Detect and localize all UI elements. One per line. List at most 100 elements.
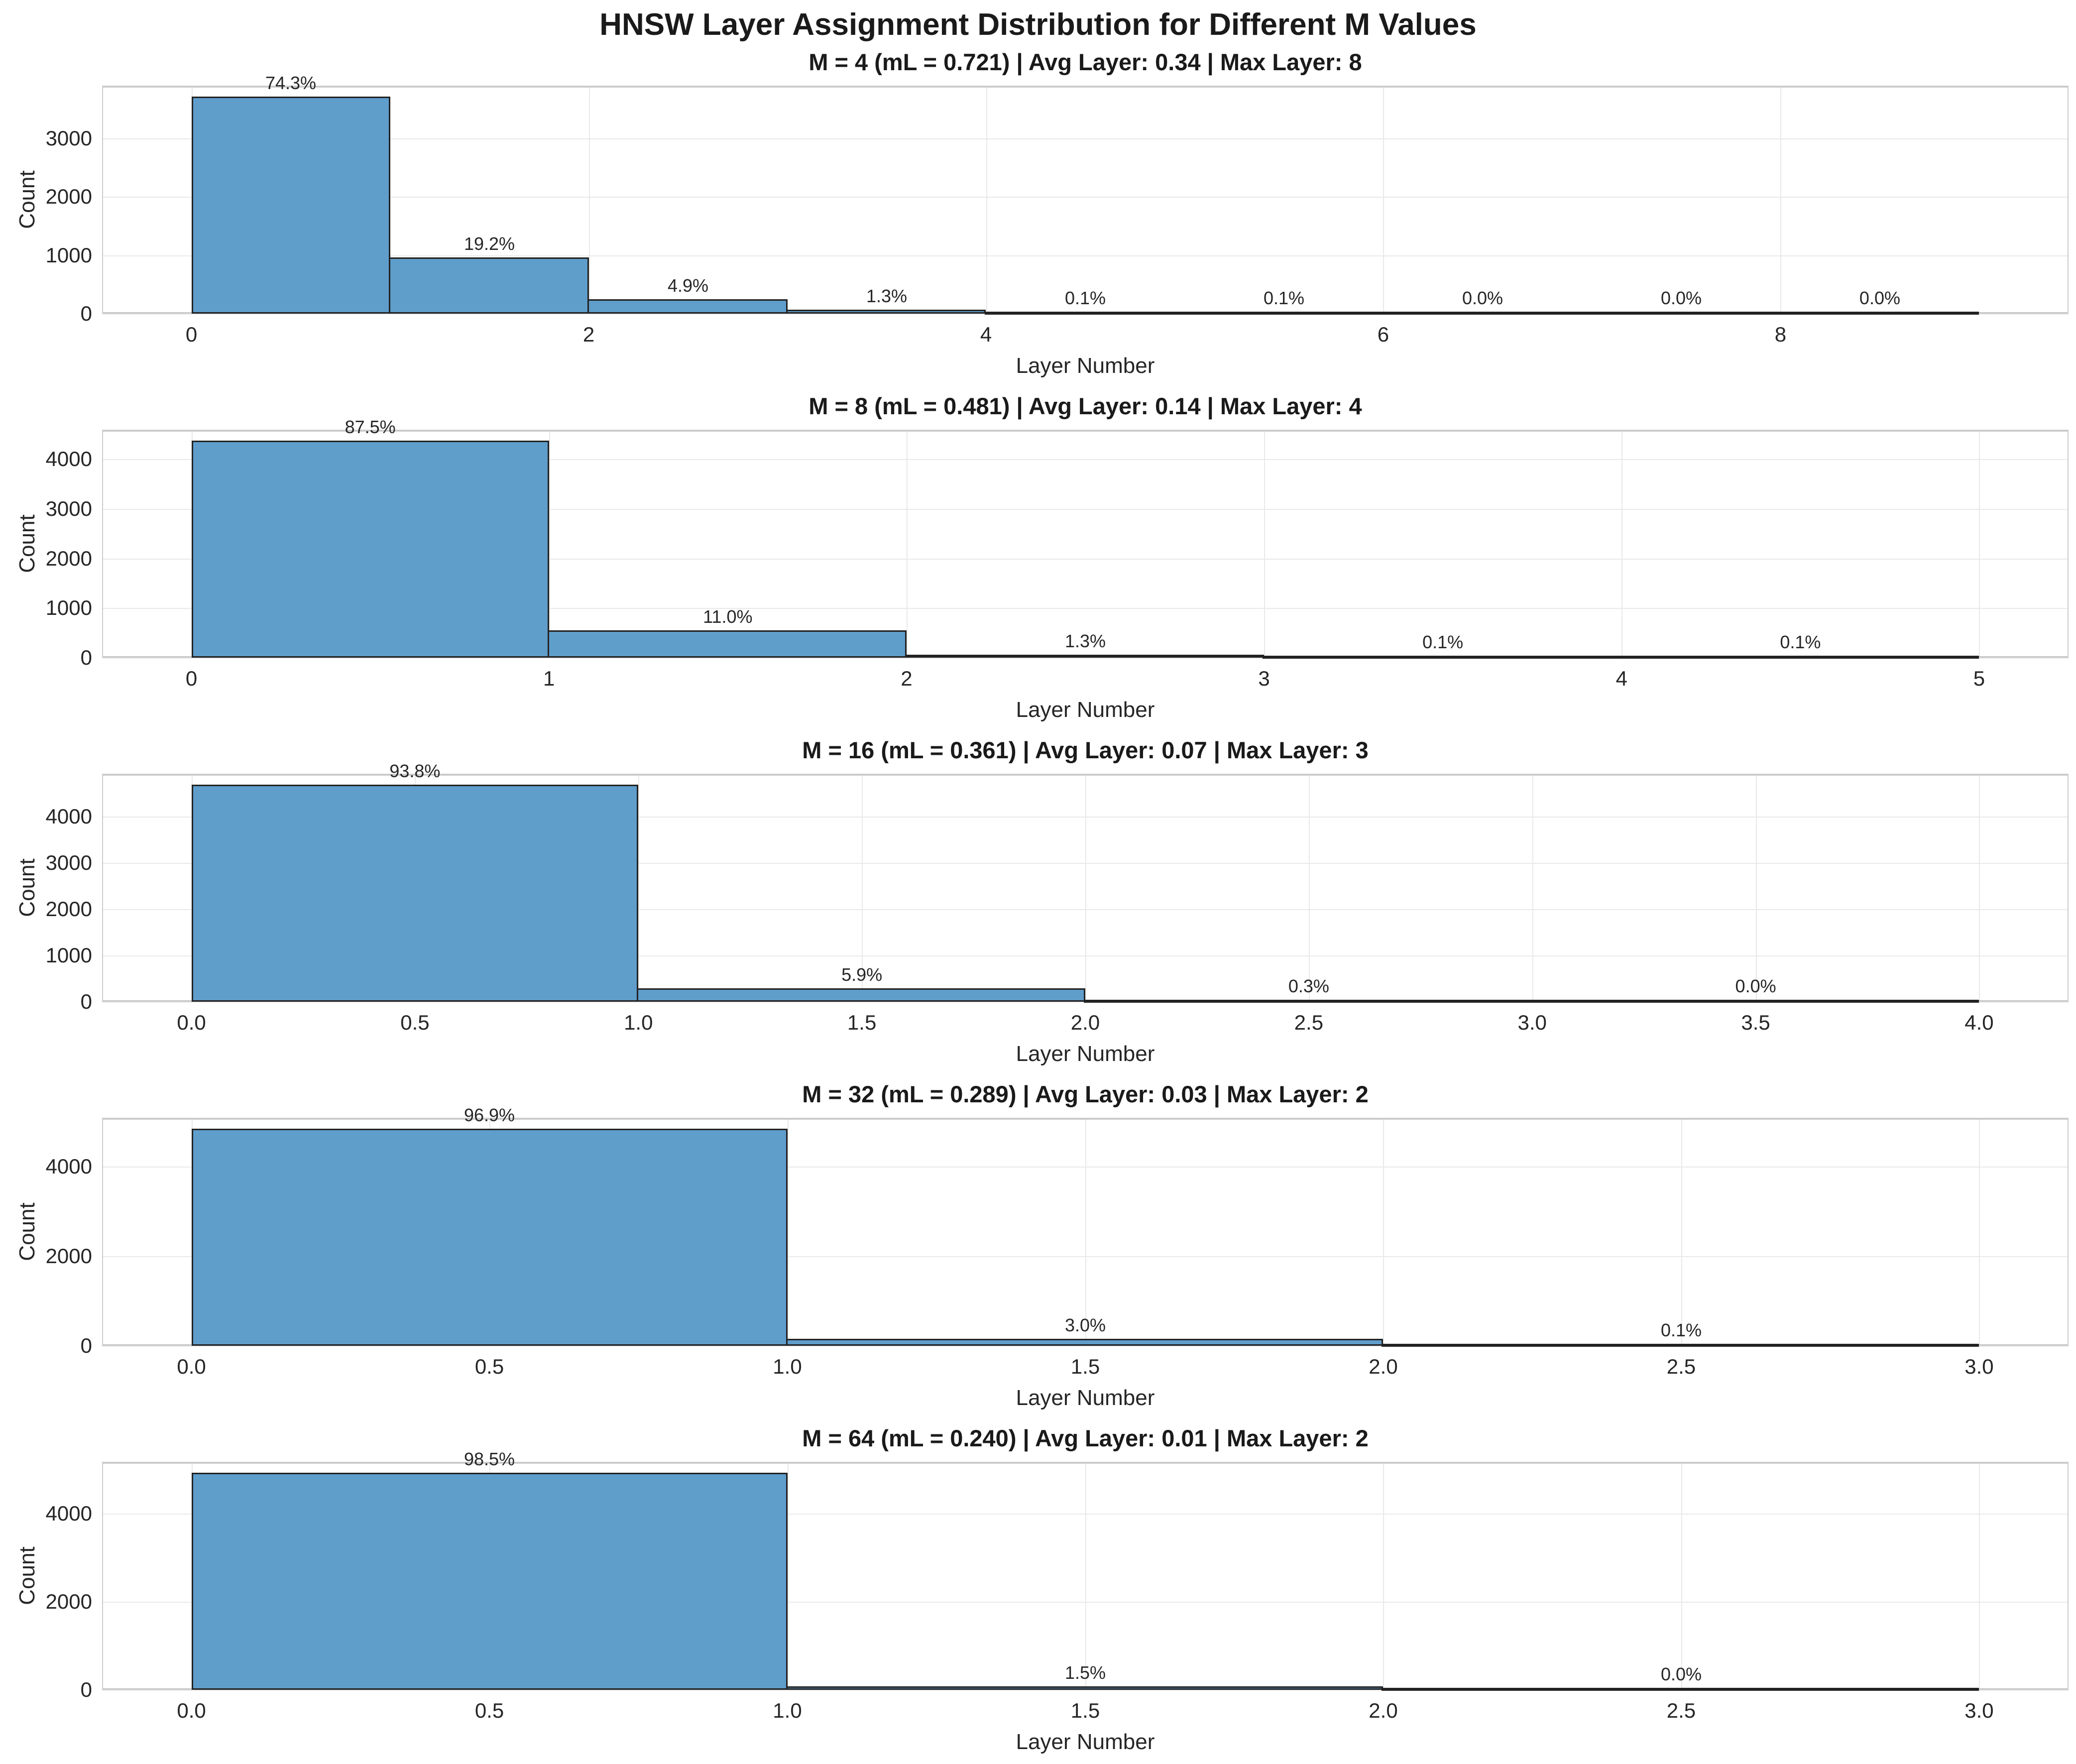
bar-percent-label: 0.1% (1064, 288, 1106, 308)
histogram-bar (1779, 312, 1979, 315)
x-tick-label: 1.0 (773, 1699, 802, 1722)
subplot-title: M = 8 (mL = 0.481) | Avg Layer: 0.14 | M… (808, 393, 1362, 419)
gridline-vertical (1979, 1462, 1980, 1690)
y-tick-label: 1000 (45, 596, 92, 620)
bar-percent-label: 0.3% (1288, 976, 1329, 996)
histogram-bar (1620, 656, 1979, 659)
gridline-vertical (1979, 774, 1980, 1002)
x-tick-label: 2.5 (1666, 1355, 1696, 1378)
histogram-bar (1263, 656, 1622, 659)
axis-spine-left (102, 1462, 103, 1690)
bar-percent-label: 0.1% (1422, 632, 1464, 652)
y-tick-label: 2000 (45, 1589, 92, 1613)
x-tick-label: 0.5 (400, 1011, 430, 1034)
y-tick-label: 1000 (45, 943, 92, 967)
subplot-title: M = 64 (mL = 0.240) | Avg Layer: 0.01 | … (802, 1425, 1369, 1451)
gridline-vertical (1308, 774, 1310, 1002)
x-tick-label: 1 (543, 667, 555, 690)
y-tick-label: 2000 (45, 185, 92, 209)
gridline-vertical (638, 774, 640, 1002)
gridline-horizontal (102, 658, 2069, 659)
y-tick-label: 3000 (45, 496, 92, 520)
gridline-vertical (986, 86, 987, 314)
y-tick-label: 2000 (45, 1244, 92, 1268)
bar-percent-label: 96.9% (463, 1104, 515, 1125)
bar-percent-label: 0.1% (1780, 632, 1821, 652)
x-tick-label: 8 (1774, 323, 1787, 346)
axis-spine-top (102, 430, 2069, 432)
axis-spine-top (102, 774, 2069, 776)
histogram-bar (191, 1472, 788, 1690)
gridline-horizontal (102, 558, 2069, 560)
axis-spine-top (102, 86, 2069, 88)
gridline-vertical (1532, 774, 1533, 1002)
y-tick-label: 4000 (45, 805, 92, 828)
y-axis-label: Count (15, 514, 39, 573)
x-tick-label: 3.0 (1517, 1011, 1547, 1034)
gridline-vertical (1085, 1462, 1086, 1690)
x-tick-label: 4 (980, 323, 992, 346)
histogram-bar (786, 1686, 1384, 1690)
x-tick-label: 2.5 (1294, 1011, 1324, 1034)
x-tick-label: 4.0 (1964, 1011, 1994, 1034)
y-tick-label: 0 (80, 646, 92, 669)
gridline-horizontal (102, 1346, 2069, 1347)
y-tick-label: 0 (80, 1678, 92, 1701)
bar-percent-label: 1.5% (1064, 1662, 1106, 1683)
axis-spine-left (102, 86, 103, 314)
axis-spine-left (102, 1118, 103, 1346)
gridline-vertical (1755, 774, 1757, 1002)
y-tick-label: 4000 (45, 447, 92, 471)
gridline-vertical (787, 1462, 789, 1690)
axis-spine-right (2068, 774, 2069, 1002)
histogram-bar (1084, 1000, 1532, 1003)
x-tick-label: 2.0 (1369, 1355, 1398, 1378)
histogram-bar (1382, 312, 1582, 315)
bar-percent-label: 0.0% (1660, 288, 1702, 308)
histogram-bar (984, 312, 1185, 315)
histogram-bar (1530, 1000, 1979, 1003)
y-tick-label: 0 (80, 990, 92, 1013)
axis-spine-left (102, 774, 103, 1002)
gridline-horizontal (102, 197, 2069, 198)
histogram-bar (786, 310, 986, 314)
x-tick-label: 1.0 (624, 1011, 653, 1034)
x-axis-label: Layer Number (1016, 353, 1155, 378)
y-axis-label: Count (15, 1202, 39, 1261)
histogram-bar (388, 257, 589, 314)
x-tick-label: 2.5 (1666, 1699, 1696, 1722)
axis-spine-top (102, 1118, 2069, 1120)
histogram-bar (191, 784, 639, 1002)
x-axis-label: Layer Number (1016, 1042, 1155, 1066)
x-tick-label: 2.0 (1070, 1011, 1100, 1034)
axis-spine-right (2068, 1462, 2069, 1690)
histogram-bar (547, 630, 907, 658)
gridline-vertical (1979, 1118, 1980, 1346)
gridline-vertical (1085, 1118, 1086, 1346)
x-tick-label: 2 (901, 667, 913, 690)
bar-percent-label: 11.0% (703, 606, 753, 627)
histogram-bar (1382, 1688, 1979, 1691)
x-tick-label: 1.5 (1070, 1699, 1100, 1722)
y-tick-label: 4000 (45, 1154, 92, 1178)
x-tick-label: 2 (582, 323, 595, 346)
x-tick-label: 3.5 (1741, 1011, 1770, 1034)
x-tick-label: 0.5 (474, 1355, 504, 1378)
subplot-title: M = 32 (mL = 0.289) | Avg Layer: 0.03 | … (802, 1081, 1369, 1107)
gridline-horizontal (102, 508, 2069, 510)
y-tick-label: 3000 (45, 126, 92, 150)
histogram-bar (1382, 1344, 1979, 1347)
gridline-vertical (1383, 1462, 1384, 1690)
bar-percent-label: 98.5% (463, 1448, 515, 1469)
x-tick-label: 1.5 (1070, 1355, 1100, 1378)
y-axis-label: Count (15, 1546, 39, 1605)
gridline-horizontal (102, 459, 2069, 461)
bar-percent-label: 74.3% (265, 72, 317, 93)
y-axis-label: Count (15, 170, 39, 229)
axis-spine-left (102, 430, 103, 658)
y-tick-label: 4000 (45, 1501, 92, 1525)
bar-percent-label: 3.0% (1064, 1315, 1106, 1336)
gridline-vertical (549, 430, 550, 658)
gridline-vertical (588, 86, 590, 314)
